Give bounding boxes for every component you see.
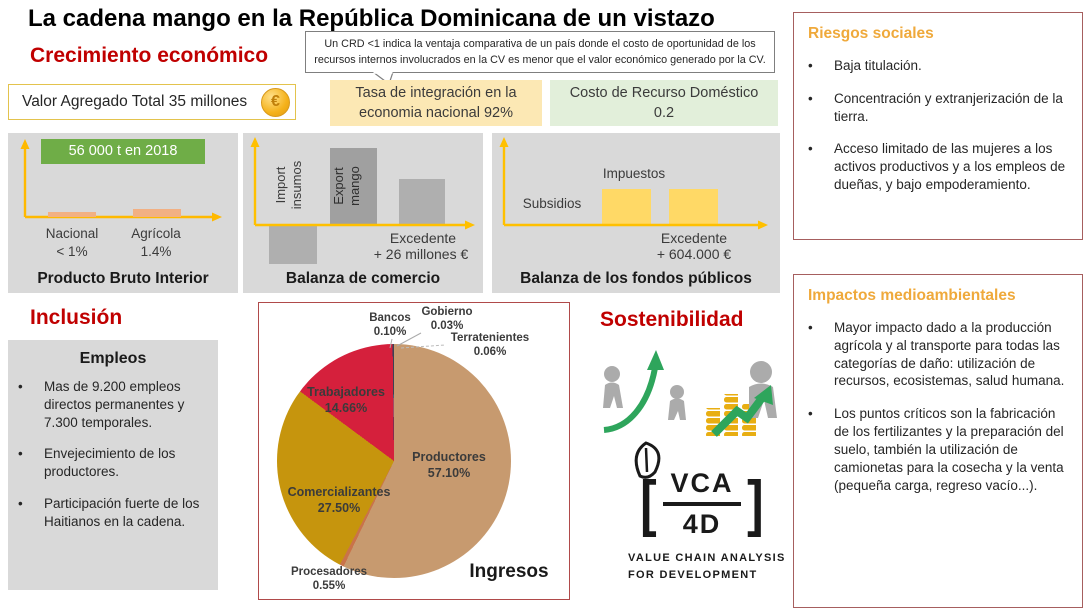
pie-label-productores: Productores 57.10% [412,450,486,480]
fondos-publicos-chart: Subsidios Impuestos Excedente + 604.000 … [492,133,780,293]
impuestos-bar-2 [669,189,718,225]
valor-agregado-box: Valor Agregado Total 35 millones € [8,84,296,120]
vca4d-logo: [ VCA 4D ] VALUE CHAIN ANALYSIS FOR DEVE… [612,438,792,610]
pbi-value-agricola: 1.4% [140,244,172,259]
riesgos-heading: Riesgos sociales [808,25,934,42]
impactos-panel: Impactos medioambientales Mayor impacto … [793,274,1083,608]
ingresos-chart-box: Bancos 0.10% Gobierno 0.03% Terratenient… [258,302,570,600]
empleos-title: Empleos [79,350,147,367]
pbi-label-nacional: Nacional [45,226,99,241]
logo-vca-text: VCA [670,468,734,498]
ingresos-pie [277,344,511,578]
logo-caption-line1: VALUE CHAIN ANALYSIS [628,551,786,564]
sostenibilidad-heading: Sostenibilidad [600,308,744,331]
leaf-icon [634,441,661,479]
list-item: Mas de 9.200 empleos directos permanente… [18,378,208,431]
import-rotated-label: Import insumos [273,160,305,210]
ingresos-title: Ingresos [469,561,549,582]
fondos-excedente-value: + 604.000 € [656,246,732,262]
export-rotated-label: Export mango [331,166,363,206]
pbi-title: Producto Bruto Interior [37,270,209,287]
page-title: La cadena mango en la República Dominica… [28,5,715,32]
fondos-axes-icon [499,137,768,230]
empleos-box: Empleos Mas de 9.200 empleos directos pe… [8,340,218,590]
list-item: Mayor impacto dado a la producción agríc… [808,319,1068,390]
list-item: Los puntos críticos son la fabricación d… [808,405,1068,494]
inclusion-heading: Inclusión [30,306,123,329]
list-item: Acceso limitado de las mujeres a los act… [808,140,1068,193]
comercio-excedente-value: + 26 millones € [373,246,469,262]
list-item: Participación fuerte de los Haitianos en… [18,495,208,531]
pie-label-trabajadores: Trabajadores 14.66% [307,385,385,415]
logo-divider [663,502,741,506]
list-item: Envejecimiento de los productores. [18,445,208,481]
logo-4d-text: 4D [682,508,722,539]
list-item: Baja titulación. [808,57,1068,75]
crd-note-bubble: Un CRD <1 indica la ventaja comparativa … [305,31,775,73]
impactos-heading: Impactos medioambientales [808,287,1016,304]
pbi-chart: 56 000 t en 2018 Nacional < 1% Agrícola … [8,133,238,293]
logo-bracket-left: [ [640,468,657,538]
pie-leader-lines [389,332,446,349]
valor-agregado-label: Valor Agregado Total 35 millones [22,93,248,110]
logo-caption-line2: FOR DEVELOPMENT [628,568,758,581]
comercio-excedente-label: Excedente [389,230,457,246]
impuestos-label: Impuestos [602,166,666,181]
pie-label-terratenientes: Terratenientes 0.06% [450,332,530,359]
pbi-value-nacional: < 1% [56,244,88,259]
fondos-title: Balanza de los fondos públicos [520,270,752,287]
pbi-label-agricola: Agrícola [131,226,181,241]
comercio-title: Balanza de comercio [285,270,441,287]
tasa-integracion-box: Tasa de integración en la economia nacio… [330,80,542,126]
pie-label-procesadores: Procesadores 0.55% [290,566,368,593]
excedente-bar [399,179,445,226]
logo-bracket-right: ] [747,468,764,538]
costo-recurso-box: Costo de Recurso Doméstico 0.2 [550,80,778,126]
growth-people-coins-icon [603,350,777,437]
pbi-bar-nacional [48,212,96,217]
pbi-axes-icon [20,139,222,222]
euro-coin-icon: € [261,88,290,117]
list-item: Concentración y extranjerización de la t… [808,90,1068,126]
balanza-comercio-chart: Import insumos Export mango Excedente + … [243,133,483,293]
subsidios-label: Subsidios [522,196,582,211]
pie-label-gobierno: Gobierno 0.03% [421,306,473,333]
export-bar [330,148,377,226]
riesgos-sociales-panel: Riesgos sociales Baja titulación. Concen… [793,12,1083,240]
growth-arrow-curve [603,367,658,433]
fondos-excedente-label: Excedente [660,230,728,246]
production-badge: 56 000 t en 2018 [41,139,205,164]
comercio-axes-icon [250,137,475,230]
pie-label-bancos: Bancos 0.10% [369,312,411,339]
pbi-bar-agricola [133,209,181,217]
pie-label-comercializantes: Comercializantes 27.50% [287,485,391,515]
import-bar [269,226,317,264]
impuestos-bar-1 [602,189,651,225]
crecimiento-heading: Crecimiento económico [30,44,269,67]
